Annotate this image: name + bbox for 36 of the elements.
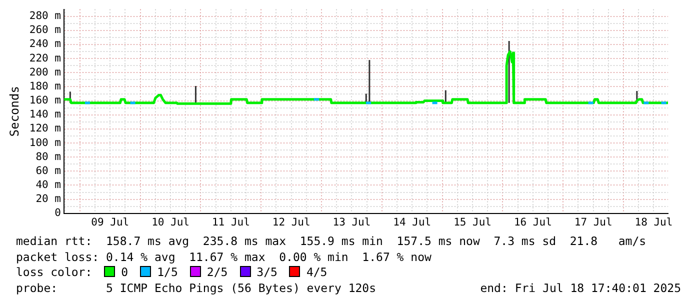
legend-label: 0 (121, 265, 128, 279)
y-tick-label: 260 m (29, 24, 62, 36)
y-tick-label: 100 m (29, 136, 62, 149)
x-tick-label: 15 Jul (454, 216, 492, 228)
y-tick-label: 220 m (29, 52, 62, 64)
y-tick-label: 180 m (29, 80, 62, 92)
y-tick-label: 40 m (36, 178, 62, 191)
y-tick-label: 160 m (29, 94, 62, 107)
y-tick-label: 200 m (29, 66, 62, 78)
y-tick-label: 280 m (29, 10, 62, 22)
y-tick-label: 240 m (29, 38, 62, 50)
x-tick-label: 12 Jul (272, 216, 310, 228)
legend-label: 3/5 (256, 265, 278, 279)
x-tick-label: 18 Jul (634, 216, 673, 228)
y-axis-title: Seconds (7, 86, 22, 137)
x-tick-label: 09 Jul (91, 216, 130, 228)
legend-label: 4/5 (306, 265, 328, 279)
x-tick-label: 10 Jul (152, 216, 190, 228)
x-tick-label: 16 Jul (514, 216, 552, 228)
legend-label: 2/5 (206, 265, 228, 279)
text: median rtt: 158.7 ms avg 235.8 ms max 155.9 ms min 157.5 ms now 7.3 ms sd 21.8 am/s (16, 234, 648, 250)
text: probe: 5 ICMP Echo Pings (56 Bytes) every 120s (16, 280, 376, 296)
y-tick-label: 0 (54, 207, 62, 220)
legend-title: loss color: (16, 265, 92, 279)
y-tick-label: 60 m (36, 164, 62, 177)
y-tick-label: 140 m (29, 108, 62, 121)
y-tick-label: 120 m (29, 122, 62, 135)
x-tick-label: 14 Jul (393, 216, 432, 228)
text: packet loss: 0.14 % avg 11.67 % max 0.00 % min 1.67 % now (16, 250, 432, 265)
y-tick-label: 20 m (36, 193, 62, 206)
legend-label: 1/5 (157, 265, 178, 279)
x-tick-label: 13 Jul (332, 216, 371, 228)
x-tick-label: 17 Jul (574, 216, 612, 228)
text: end: Fri Jul 18 17:40:01 2025 (480, 280, 681, 296)
y-tick-label: 80 m (36, 150, 62, 163)
x-tick-label: 11 Jul (212, 216, 250, 228)
